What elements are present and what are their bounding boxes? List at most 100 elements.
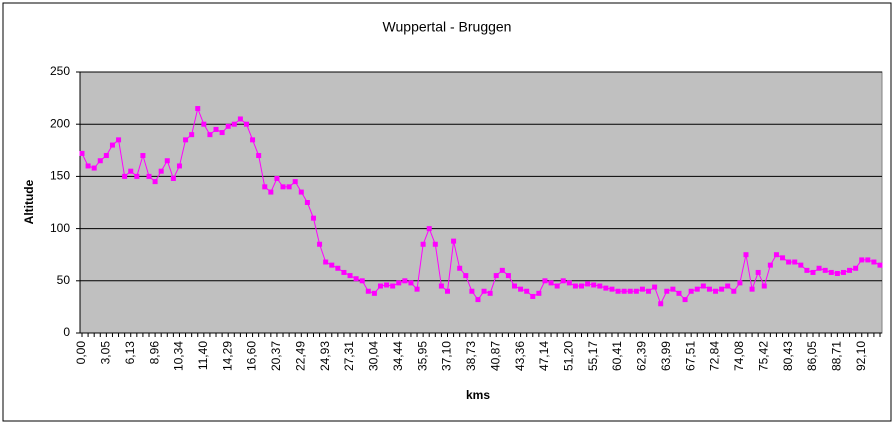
data-point (773, 252, 779, 258)
data-point (853, 265, 859, 271)
data-point (408, 280, 414, 286)
data-point (335, 265, 341, 271)
data-point (542, 278, 548, 284)
x-tick-label: 11,40 (196, 341, 210, 370)
data-point (719, 286, 725, 292)
x-tick-label: 20,37 (269, 341, 283, 371)
data-point (250, 137, 256, 143)
y-axis-label: Altitude (22, 179, 36, 224)
data-point (103, 153, 109, 159)
plot-area (79, 71, 883, 334)
data-point (512, 283, 518, 289)
data-point (347, 273, 353, 279)
data-point (871, 259, 877, 265)
data-point (304, 200, 310, 205)
data-point (329, 262, 335, 268)
data-point (402, 278, 408, 284)
data-point (152, 179, 158, 185)
data-point (189, 132, 195, 138)
y-tick-label: 50 (57, 273, 71, 287)
data-point (840, 269, 846, 275)
data-point (737, 280, 743, 286)
data-point (780, 255, 786, 261)
x-tick-label: 43,36 (513, 341, 527, 371)
x-axis-label: kms (466, 388, 490, 402)
x-tick-label: 34,44 (391, 341, 405, 371)
data-point (268, 189, 274, 195)
data-point (444, 288, 450, 294)
x-tick-label: 30,04 (367, 341, 381, 371)
data-point (694, 286, 700, 292)
data-point (79, 150, 85, 156)
data-point (317, 241, 323, 247)
data-point (481, 288, 487, 294)
x-tick-label: 92,10 (854, 341, 868, 371)
x-tick-label: 62,39 (635, 341, 649, 371)
data-point (639, 286, 645, 292)
data-point (609, 286, 615, 292)
data-point (280, 184, 286, 190)
data-point (603, 285, 609, 291)
data-point (377, 283, 383, 289)
data-point (524, 288, 530, 294)
data-point (414, 286, 420, 292)
data-point (426, 226, 432, 232)
x-tick-label: 3,05 (99, 341, 113, 365)
data-point (670, 286, 676, 292)
data-point (700, 283, 706, 289)
data-point (116, 137, 122, 143)
x-tick-label: 51,20 (562, 341, 576, 371)
x-tick-label: 0,00 (74, 341, 88, 365)
data-point (201, 121, 207, 127)
data-point (816, 265, 822, 271)
data-point (713, 288, 719, 294)
data-point (585, 281, 591, 287)
data-point (438, 283, 444, 289)
data-point (170, 175, 176, 181)
data-point (390, 283, 396, 289)
data-point (664, 288, 670, 294)
data-point (572, 283, 578, 289)
data-point (256, 153, 262, 159)
data-point (505, 273, 511, 279)
data-point (615, 288, 621, 294)
data-point (432, 241, 438, 247)
data-point (298, 189, 304, 195)
data-point (371, 290, 377, 296)
x-tick-label: 38,73 (464, 341, 478, 371)
x-tick-label: 88,71 (830, 341, 844, 371)
x-tick-label: 40,87 (488, 341, 502, 371)
data-point (786, 259, 792, 265)
y-tick-label: 200 (50, 116, 70, 130)
data-point (792, 259, 798, 265)
data-point (743, 252, 749, 258)
data-point (725, 283, 731, 289)
data-point (292, 179, 298, 185)
data-point (530, 293, 536, 299)
x-tick-label: 6,13 (123, 341, 137, 365)
data-point (164, 158, 170, 164)
y-tick-label: 150 (50, 169, 70, 183)
data-point (475, 297, 481, 303)
data-point (865, 257, 871, 263)
x-tick-label: 74,08 (732, 341, 746, 371)
y-tick-label: 250 (50, 64, 70, 78)
data-point (183, 137, 189, 143)
data-point (554, 283, 560, 289)
data-point (847, 267, 853, 273)
data-point (652, 284, 658, 290)
data-point (658, 301, 664, 307)
data-point (91, 165, 97, 171)
data-point (834, 270, 840, 276)
data-point (676, 290, 682, 296)
x-tick-label: 63,99 (659, 341, 673, 371)
data-point (579, 283, 585, 289)
data-point (158, 168, 164, 174)
data-point (231, 121, 237, 127)
data-point (548, 280, 554, 286)
data-point (591, 282, 597, 288)
data-point (755, 269, 761, 275)
data-point (560, 278, 566, 284)
data-point (365, 288, 371, 294)
